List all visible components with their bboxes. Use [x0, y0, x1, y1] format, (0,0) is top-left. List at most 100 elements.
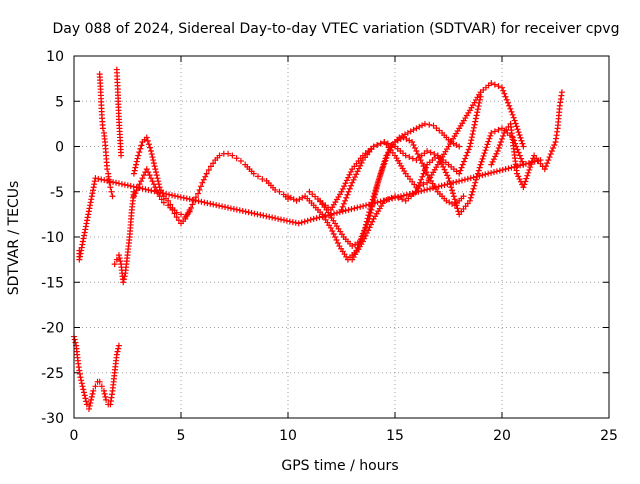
data-point-fill — [351, 174, 358, 181]
data-point-fill — [542, 163, 549, 170]
data-point — [92, 383, 99, 390]
data-point-fill — [410, 141, 417, 148]
data-point-fill — [101, 177, 108, 184]
data-point-fill — [392, 194, 399, 201]
data-point — [186, 206, 193, 213]
data-point-fill — [495, 83, 502, 90]
data-point-fill — [516, 176, 523, 183]
data-point-fill — [157, 189, 164, 196]
data-point-fill — [382, 155, 389, 162]
data-point-fill — [357, 162, 364, 169]
data-point-fill — [515, 129, 522, 136]
data-point — [216, 152, 223, 159]
data-point — [237, 157, 244, 164]
data-point-fill — [500, 87, 507, 94]
data-point-fill — [458, 177, 465, 184]
data-point-fill — [449, 187, 456, 194]
data-point-fill — [429, 184, 436, 191]
data-point — [85, 405, 92, 412]
data-point-fill — [469, 131, 476, 138]
data-point-fill — [140, 172, 147, 179]
data-point — [310, 215, 317, 222]
data-point-fill — [251, 210, 258, 217]
data-point — [100, 387, 107, 394]
data-point-fill — [478, 158, 485, 165]
x-tick-label: 0 — [70, 428, 79, 444]
data-point-fill — [113, 179, 120, 186]
data-point-fill — [95, 175, 102, 182]
data-point-fill — [400, 192, 407, 199]
data-point — [229, 152, 236, 159]
data-point — [130, 170, 137, 177]
data-point-fill — [98, 176, 105, 183]
data-point-fill — [471, 182, 478, 189]
data-point-fill — [476, 172, 483, 179]
data-point-fill — [456, 178, 463, 185]
data-point-fill — [470, 185, 477, 192]
data-point-fill — [371, 194, 378, 201]
data-point — [445, 175, 452, 182]
data-point-fill — [195, 198, 202, 205]
data-point-fill — [82, 395, 89, 402]
data-point-fill — [497, 138, 504, 145]
data-point-fill — [495, 145, 502, 152]
data-point-fill — [146, 172, 153, 179]
data-point-fill — [210, 201, 217, 208]
data-point-fill — [245, 209, 252, 216]
data-point — [513, 170, 520, 177]
data-point-fill — [248, 209, 255, 216]
series-spike-1 — [96, 71, 116, 200]
data-point-fill — [513, 123, 520, 130]
data-point — [169, 206, 176, 213]
data-point-fill — [154, 175, 161, 182]
data-point — [115, 342, 122, 349]
data-point-fill — [169, 192, 176, 199]
data-point-fill — [160, 190, 167, 197]
data-point-fill — [118, 181, 125, 188]
data-point — [327, 224, 334, 231]
data-point-fill — [133, 158, 140, 165]
data-point-fill — [142, 186, 149, 193]
series-isolated — [76, 157, 544, 263]
y-tick-label: -15 — [41, 275, 64, 291]
data-point-fill — [117, 258, 124, 265]
data-point-fill — [149, 178, 156, 185]
data-point-fill — [272, 215, 279, 222]
data-point — [494, 148, 501, 155]
data-point-fill — [422, 164, 429, 171]
data-point-fill — [475, 167, 482, 174]
data-point-fill — [444, 172, 451, 179]
data-point-fill — [313, 215, 320, 222]
data-point-fill — [186, 196, 193, 203]
data-point-fill — [444, 181, 451, 188]
data-point-fill — [496, 141, 503, 148]
data-point-fill — [132, 164, 139, 171]
data-point-fill — [470, 174, 477, 181]
data-point-fill — [242, 208, 249, 215]
data-point-fill — [499, 135, 505, 142]
data-point-fill — [134, 155, 141, 162]
data-point-fill — [350, 176, 357, 183]
data-point-fill — [139, 185, 146, 192]
data-point — [143, 134, 150, 141]
data-point — [148, 148, 155, 155]
data-point-fill — [441, 181, 448, 188]
data-point — [409, 138, 416, 145]
data-point-fill — [412, 189, 419, 196]
data-point-fill — [426, 121, 433, 128]
data-point-fill — [474, 109, 481, 116]
data-point-fill — [377, 170, 384, 177]
data-point-fill — [292, 219, 299, 226]
data-point — [130, 193, 137, 200]
series-band-e — [349, 125, 527, 263]
data-point-fill — [189, 196, 196, 203]
data-point-fill — [104, 177, 111, 184]
data-point — [255, 173, 262, 180]
data-point-fill — [222, 204, 229, 211]
data-point-fill — [357, 203, 364, 210]
data-point-fill — [517, 134, 524, 141]
data-point-fill — [365, 201, 372, 208]
data-point-fill — [307, 216, 314, 223]
data-point-fill — [163, 190, 170, 197]
data-point-fill — [468, 134, 475, 141]
